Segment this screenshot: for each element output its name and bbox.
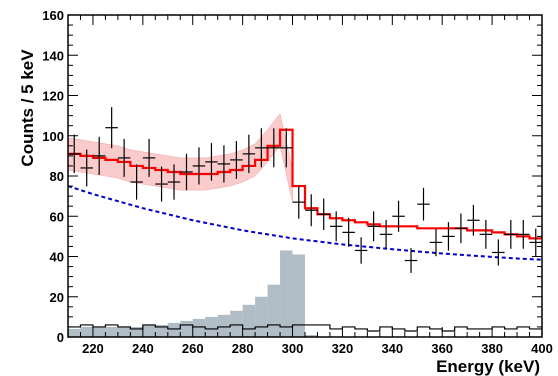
x-axis-title: Energy (keV) [436, 357, 540, 376]
data-point [442, 222, 455, 251]
x-tick-label: 360 [431, 341, 453, 356]
fit-line [68, 128, 542, 240]
data-point [242, 134, 256, 174]
data-point [492, 239, 505, 266]
data-point [92, 136, 106, 175]
data-point [205, 143, 218, 181]
signal-hist-bar [155, 324, 168, 337]
data-point [230, 141, 243, 179]
data-point [167, 164, 181, 200]
y-tick-label: 100 [42, 129, 64, 144]
y-tick-label: 0 [57, 330, 64, 345]
data-point [517, 219, 530, 249]
data-point [142, 138, 156, 177]
data-point [529, 228, 542, 257]
signal-hist-bar [142, 324, 156, 337]
data-point [155, 166, 168, 202]
background-curve [68, 185, 542, 261]
y-tick-label: 60 [50, 209, 64, 224]
y-tick-label: 140 [42, 48, 64, 63]
plot-area [68, 107, 542, 337]
data-point [342, 217, 355, 247]
data-point [117, 138, 131, 177]
signal-hist-bar [305, 334, 318, 337]
signal-hist-bar [117, 326, 131, 337]
data-point [105, 107, 118, 149]
data-point [379, 219, 393, 249]
y-axis-title: Counts / 5 keV [18, 49, 37, 167]
signal-hist-bar [68, 328, 81, 337]
signal-hist-bar [242, 304, 256, 337]
signal-hist-bar [92, 326, 106, 337]
data-point [305, 194, 318, 227]
data-point [292, 185, 305, 219]
signal-hist-bar [255, 296, 268, 337]
data-point [354, 237, 368, 264]
data-point [317, 198, 330, 230]
y-tick-label: 40 [50, 250, 64, 265]
data-point [80, 149, 93, 187]
signal-hist-bar [292, 254, 305, 337]
data-point [454, 213, 468, 244]
data-point [417, 187, 430, 221]
data-point [255, 128, 268, 168]
x-tick-label: 380 [481, 341, 503, 356]
data-point [367, 211, 380, 242]
signal-hist-bar [130, 326, 143, 337]
signal-hist-bar [217, 314, 231, 337]
data-point [392, 200, 405, 232]
x-tick-label: 280 [232, 341, 254, 356]
y-tick-label: 120 [42, 89, 64, 104]
signal-hist-bar [267, 284, 281, 337]
data-point [479, 219, 493, 249]
signal-hist-bar [192, 318, 206, 337]
data-point [280, 128, 293, 168]
x-tick-label: 300 [282, 341, 304, 356]
data-point [504, 219, 518, 249]
x-tick-label: 400 [531, 341, 553, 356]
data-point [217, 145, 231, 183]
data-point [180, 153, 193, 191]
data-point [130, 164, 143, 200]
x-tick-label: 240 [132, 341, 154, 356]
signal-hist-bar [205, 316, 218, 337]
y-tick-label: 20 [50, 290, 64, 305]
data-point [429, 228, 443, 257]
x-tick-label: 340 [381, 341, 403, 356]
data-point [192, 147, 206, 185]
data-point [68, 134, 81, 174]
signal-hist-bar [80, 326, 93, 337]
data-point [467, 204, 480, 236]
signal-hist-bar [230, 310, 243, 337]
signal-hist-bar [167, 322, 181, 337]
data-point [267, 128, 281, 168]
signal-hist-bar [180, 320, 193, 337]
signal-hist-bar [105, 326, 118, 337]
y-tick-label: 80 [50, 169, 64, 184]
data-point [404, 248, 418, 273]
x-tick-label: 320 [332, 341, 354, 356]
x-tick-label: 260 [182, 341, 204, 356]
y-tick-label: 160 [42, 8, 64, 23]
x-tick-label: 220 [82, 341, 104, 356]
signal-hist-bar [280, 250, 293, 337]
data-point [329, 211, 343, 242]
axes: 220 240 260 280 300 320 340 360 380 400 0 20 40 60 80 1… [42, 8, 553, 356]
